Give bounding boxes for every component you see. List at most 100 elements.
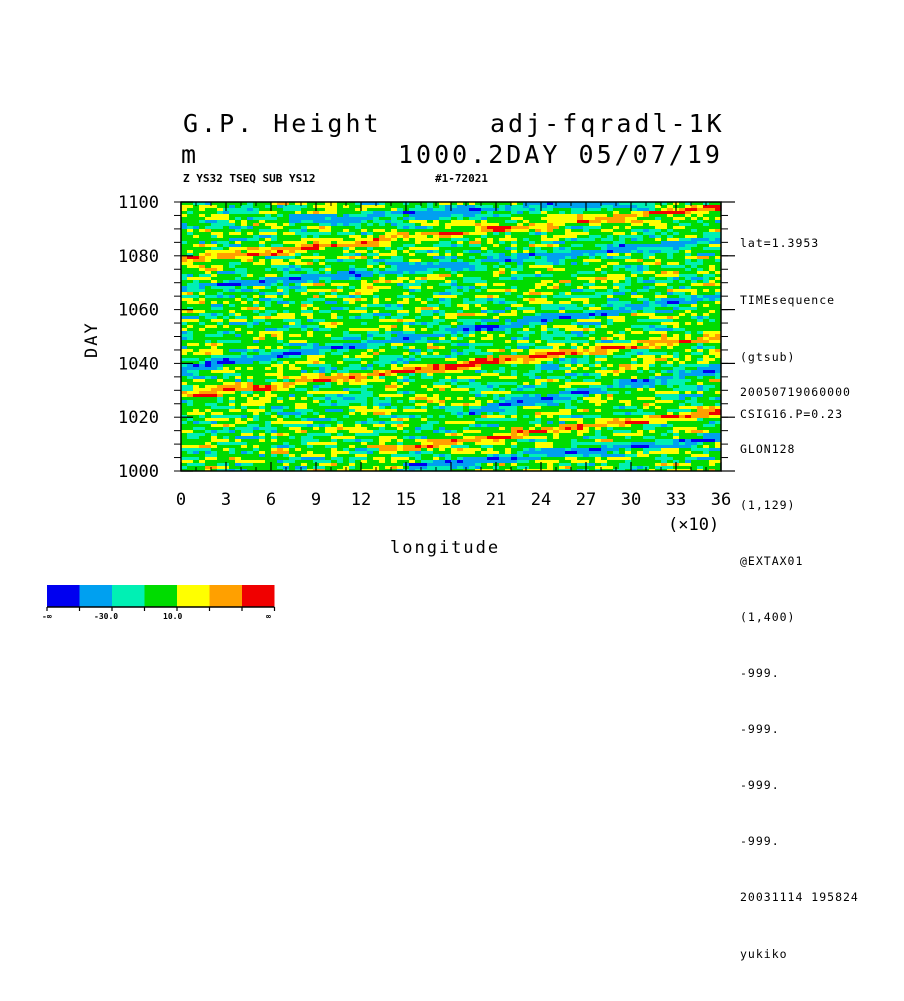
heatmap-cell <box>625 238 632 242</box>
heatmap-cell <box>325 205 332 209</box>
heatmap-cell <box>181 328 188 332</box>
heatmap-cell <box>283 223 290 227</box>
heatmap-cell <box>499 244 506 248</box>
heatmap-cell <box>625 244 632 248</box>
heatmap-cell <box>235 307 242 311</box>
heatmap-cell <box>619 289 626 293</box>
heatmap-cell <box>487 235 494 239</box>
heatmap-cell <box>301 289 308 293</box>
heatmap-cell <box>499 277 506 281</box>
heatmap-cell <box>691 205 698 209</box>
heatmap-cell <box>559 301 566 305</box>
heatmap-cell <box>445 319 452 323</box>
heatmap-cell <box>451 310 458 314</box>
heatmap-cell <box>283 292 290 296</box>
heatmap-cell <box>643 355 650 359</box>
heatmap-cell <box>247 310 254 314</box>
heatmap-cell <box>523 268 530 272</box>
heatmap-cell <box>697 229 704 233</box>
heatmap-cell <box>637 319 644 323</box>
heatmap-cell <box>283 250 290 254</box>
heatmap-cell <box>571 262 578 266</box>
heatmap-cell <box>397 346 404 350</box>
heatmap-cell <box>685 337 692 341</box>
heatmap-cell <box>325 349 332 353</box>
heatmap-cell <box>379 262 386 266</box>
heatmap-cell <box>565 352 572 356</box>
heatmap-cell <box>589 325 596 329</box>
heatmap-cell <box>481 229 488 233</box>
heatmap-cell <box>625 346 632 350</box>
heatmap-cell <box>283 238 290 242</box>
heatmap-cell <box>619 271 626 275</box>
heatmap-cell <box>205 310 212 314</box>
heatmap-cell <box>643 319 650 323</box>
heatmap-cell <box>481 217 488 221</box>
heatmap-cell <box>229 346 236 350</box>
heatmap-cell <box>295 244 302 248</box>
heatmap-cell <box>637 217 644 221</box>
heatmap-cell <box>325 208 332 212</box>
heatmap-cell <box>271 247 278 251</box>
heatmap-cell <box>373 295 380 299</box>
heatmap-cell <box>481 346 488 350</box>
heatmap-cell <box>499 223 506 227</box>
heatmap-cell <box>199 235 206 239</box>
heatmap-cell <box>391 265 398 269</box>
heatmap-cell <box>493 241 500 245</box>
heatmap-cell <box>667 337 674 341</box>
heatmap-cell <box>685 280 692 284</box>
heatmap-cell <box>469 256 476 260</box>
heatmap-cell <box>427 283 434 287</box>
heatmap-cell <box>343 331 350 335</box>
heatmap-cell <box>661 250 668 254</box>
heatmap-cell <box>397 295 404 299</box>
heatmap-cell <box>367 283 374 287</box>
heatmap-cell <box>577 292 584 296</box>
heatmap-cell <box>679 211 686 215</box>
heatmap-cell <box>385 259 392 263</box>
heatmap-cell <box>457 280 464 284</box>
heatmap-cell <box>595 292 602 296</box>
heatmap-cell <box>271 226 278 230</box>
heatmap-cell <box>481 319 488 323</box>
heatmap-cell <box>493 274 500 278</box>
heatmap-cell <box>265 250 272 254</box>
heatmap-cell <box>241 289 248 293</box>
heatmap-cell <box>487 304 494 308</box>
heatmap-cell <box>217 274 224 278</box>
heatmap-cell <box>637 349 644 353</box>
heatmap-cell <box>607 328 614 332</box>
heatmap-cell <box>703 313 710 317</box>
heatmap-cell <box>529 274 536 278</box>
heatmap-cell <box>601 280 608 284</box>
heatmap-cell <box>235 328 242 332</box>
heatmap-cell <box>703 214 710 218</box>
heatmap-cell <box>457 295 464 299</box>
heatmap-cell <box>367 313 374 317</box>
heatmap-cell <box>259 367 266 371</box>
heatmap-cell <box>439 298 446 302</box>
heatmap-cell <box>289 271 296 275</box>
heatmap-cell <box>703 319 710 323</box>
heatmap-cell <box>547 358 554 362</box>
heatmap-cell <box>619 286 626 290</box>
heatmap-cell <box>289 250 296 254</box>
heatmap-cell <box>253 286 260 290</box>
heatmap-cell <box>181 250 188 254</box>
heatmap-cell <box>619 322 626 326</box>
heatmap-cell <box>211 286 218 290</box>
heatmap-cell <box>211 325 218 329</box>
heatmap-cell <box>337 256 344 260</box>
heatmap-cell <box>523 346 530 350</box>
heatmap-cell <box>367 268 374 272</box>
heatmap-cell <box>463 310 470 314</box>
heatmap-cell <box>295 226 302 230</box>
heatmap-cell <box>565 319 572 323</box>
heatmap-cell <box>199 349 206 353</box>
heatmap-cell <box>685 214 692 218</box>
heatmap-cell <box>559 211 566 215</box>
heatmap-cell <box>511 307 518 311</box>
heatmap-cell <box>649 289 656 293</box>
heatmap-cell <box>469 205 476 209</box>
